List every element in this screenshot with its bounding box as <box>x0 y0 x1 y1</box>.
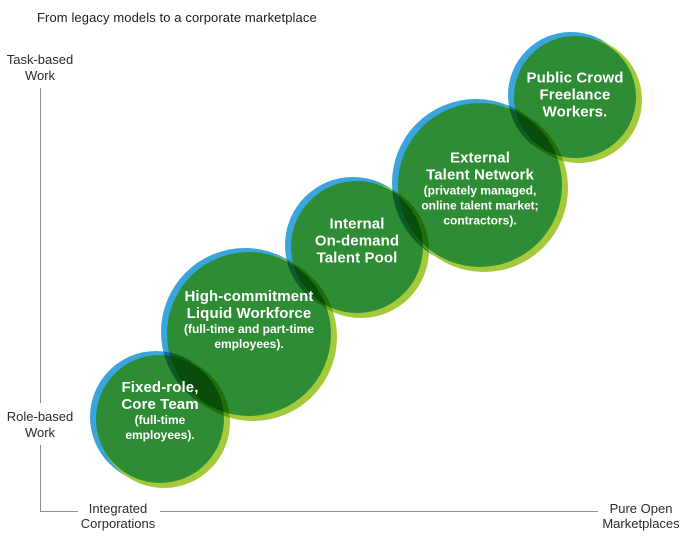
x-axis-label-left: Integrated Corporations <box>68 501 168 531</box>
x-axis-label-left-line2: Corporations <box>80 516 156 531</box>
y-axis-label-top-line2: Work <box>24 68 56 83</box>
y-axis-label-top: Task-based Work <box>0 52 80 84</box>
y-axis-label-top-line1: Task-based <box>6 52 74 67</box>
y-axis-label-bottom: Role-based Work <box>0 409 80 441</box>
y-axis-label-bottom-line1: Role-based <box>6 409 74 424</box>
x-axis-line-left <box>40 511 78 512</box>
x-axis-label-right: Pure Open Marketplaces <box>591 501 683 531</box>
node-circle-green <box>514 36 636 158</box>
diagram-title: From legacy models to a corporate market… <box>37 10 317 25</box>
x-axis-label-right-line2: Marketplaces <box>602 516 680 531</box>
y-axis-line-upper <box>40 88 41 403</box>
y-axis-label-bottom-line2: Work <box>24 425 56 440</box>
x-axis-line-right <box>160 511 598 512</box>
x-axis-label-right-line1: Pure Open <box>609 501 673 516</box>
y-axis-line-lower <box>40 445 41 512</box>
x-axis-label-left-line1: Integrated <box>88 501 148 516</box>
